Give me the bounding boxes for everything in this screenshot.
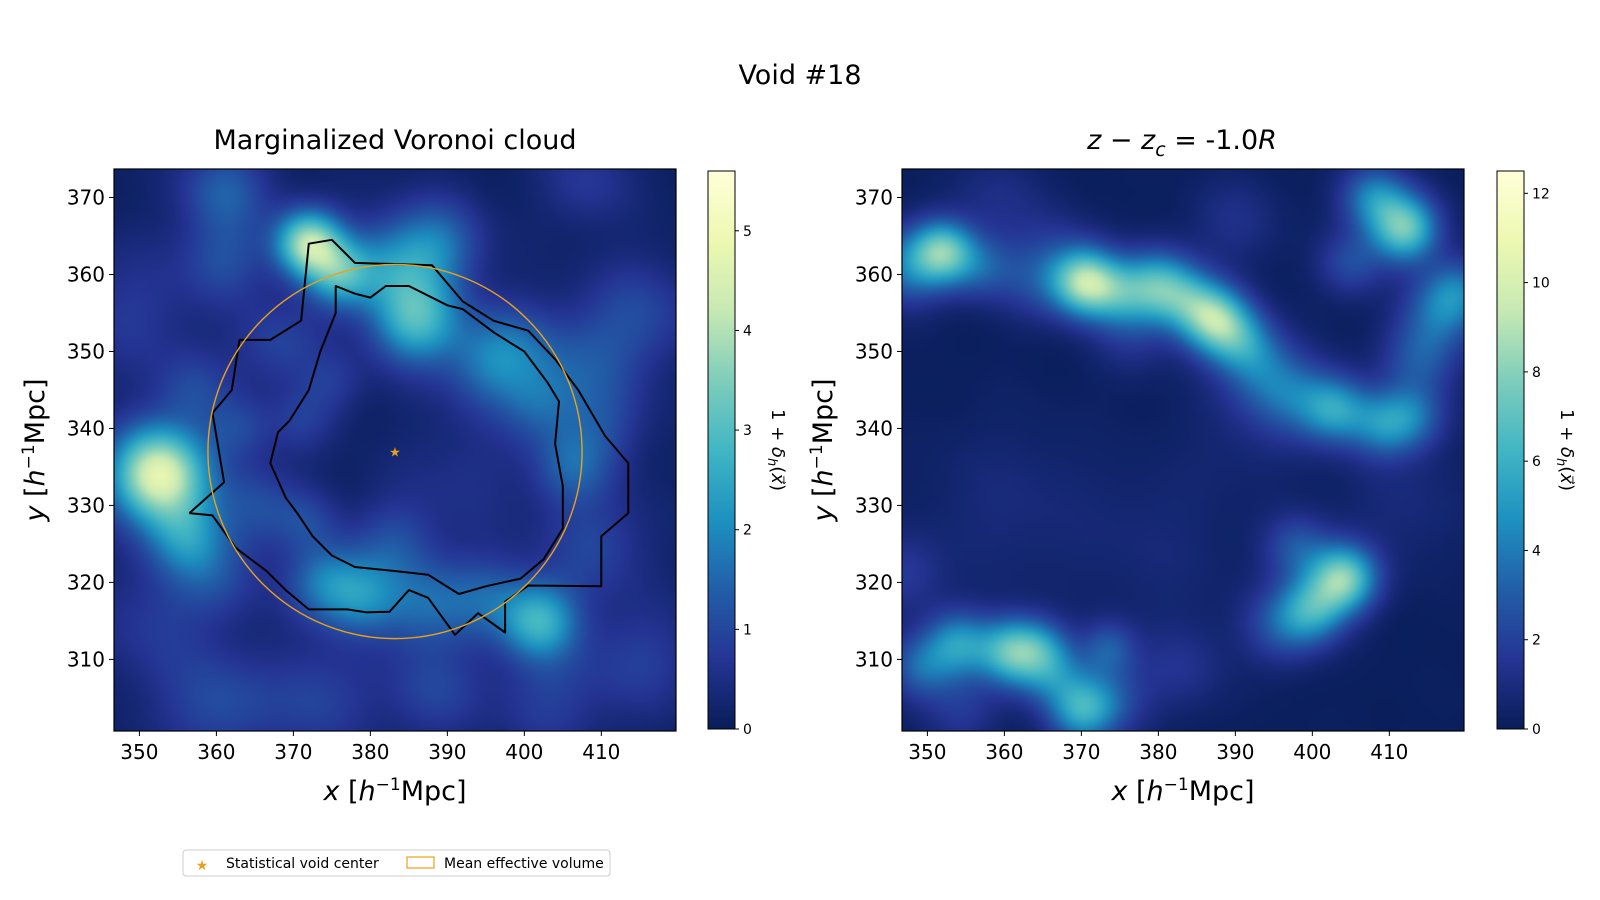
void-contour	[269, 285, 564, 595]
colorbar-tick-label: 2	[1532, 633, 1541, 649]
x-ticks: 350 360 370 380 390 400 410	[120, 731, 620, 764]
legend-item-effective-volume: Mean effective volume	[444, 856, 604, 872]
x-tick-label: 370	[1062, 740, 1100, 764]
y-tick-label: 350	[67, 339, 105, 363]
colorbar-tick-label: 6	[1532, 454, 1541, 470]
star-icon: ★	[196, 858, 209, 874]
y-tick-label: 340	[67, 416, 105, 440]
panel-title: z − zc = -1.0R	[1086, 125, 1277, 161]
panel-slice: z − zc = -1.0R 350 360 370 380 390 400 410 310…	[807, 125, 1577, 807]
axes-frame	[113, 168, 677, 732]
x-tick-label: 400	[1293, 740, 1331, 764]
heatmap-raster	[902, 169, 1464, 731]
colorbar-label: 1 + δh(x⃗)	[764, 409, 788, 491]
heatmap-image	[902, 169, 1464, 731]
y-axis-label: y [h−1Mpc]	[19, 378, 51, 522]
colorbar: 0 1 2 3 4 5	[707, 170, 752, 738]
colorbar-gradient	[707, 170, 736, 730]
legend: ★ Statistical void center Mean effective…	[182, 849, 611, 877]
panel-title: Marginalized Voronoi cloud	[213, 125, 576, 156]
y-tick-label: 370	[855, 185, 893, 209]
y-tick-label: 370	[67, 185, 105, 209]
figure-suptitle: Void #18	[738, 60, 861, 91]
colorbar-tick-label: 3	[743, 423, 752, 439]
x-tick-label: 410	[1370, 740, 1408, 764]
y-ticks: 310 320 330 340 350 360 370	[67, 185, 114, 671]
colorbar-tick-label: 0	[1532, 722, 1541, 738]
y-tick-label: 320	[67, 570, 105, 594]
y-axis-label: y [h−1Mpc]	[807, 378, 839, 522]
colorbar-tick-label: 8	[1532, 365, 1541, 381]
y-tick-label: 320	[855, 570, 893, 594]
x-tick-label: 360	[197, 740, 235, 764]
x-tick-label: 390	[1216, 740, 1254, 764]
y-tick-label: 360	[855, 262, 893, 286]
colorbar-tick-label: 12	[1532, 186, 1550, 202]
colorbar-tick-label: 10	[1532, 276, 1550, 292]
void-contour	[188, 238, 630, 636]
colorbar-tick-label: 0	[743, 722, 752, 738]
x-tick-label: 380	[351, 740, 389, 764]
x-tick-label: 380	[1139, 740, 1177, 764]
y-tick-label: 330	[67, 493, 105, 517]
x-tick-label: 390	[428, 740, 466, 764]
y-ticks: 310 320 330 340 350 360 370	[855, 185, 902, 671]
colorbar: 0 2 4 6 8 10 12	[1496, 170, 1550, 738]
legend-frame	[182, 849, 611, 877]
panel-voronoi-cloud: Marginalized Voronoi cloud ★ 350 360 370 38…	[19, 125, 788, 807]
y-tick-label: 360	[67, 262, 105, 286]
x-ticks: 350 360 370 380 390 400 410	[908, 731, 1408, 764]
circle-outline-icon	[406, 856, 435, 869]
x-tick-label: 410	[582, 740, 620, 764]
colorbar-tick-label: 4	[743, 323, 752, 339]
colorbar-tick-label: 2	[743, 523, 752, 539]
x-axis-label: x [h−1Mpc]	[322, 775, 466, 807]
colorbar-tick-label: 1	[743, 622, 752, 638]
x-tick-label: 360	[985, 740, 1023, 764]
y-tick-label: 310	[855, 647, 893, 671]
legend-item-void-center: Statistical void center	[226, 856, 379, 872]
y-tick-label: 340	[855, 416, 893, 440]
x-tick-label: 350	[908, 740, 946, 764]
effective-volume-circle	[207, 263, 583, 640]
x-tick-label: 350	[120, 740, 158, 764]
x-tick-label: 370	[274, 740, 312, 764]
colorbar-tick-label: 5	[743, 224, 752, 240]
colorbar-tick-label: 4	[1532, 543, 1541, 559]
y-tick-label: 330	[855, 493, 893, 517]
void-center-star-icon: ★	[389, 446, 401, 461]
axes-frame	[901, 168, 1465, 732]
y-tick-label: 310	[67, 647, 105, 671]
x-tick-label: 400	[505, 740, 543, 764]
overlay-layer: ★	[188, 238, 630, 640]
y-tick-label: 350	[855, 339, 893, 363]
colorbar-label: 1 + δh(x⃗)	[1553, 409, 1577, 491]
x-axis-label: x [h−1Mpc]	[1110, 775, 1254, 807]
colorbar-gradient	[1496, 170, 1525, 730]
